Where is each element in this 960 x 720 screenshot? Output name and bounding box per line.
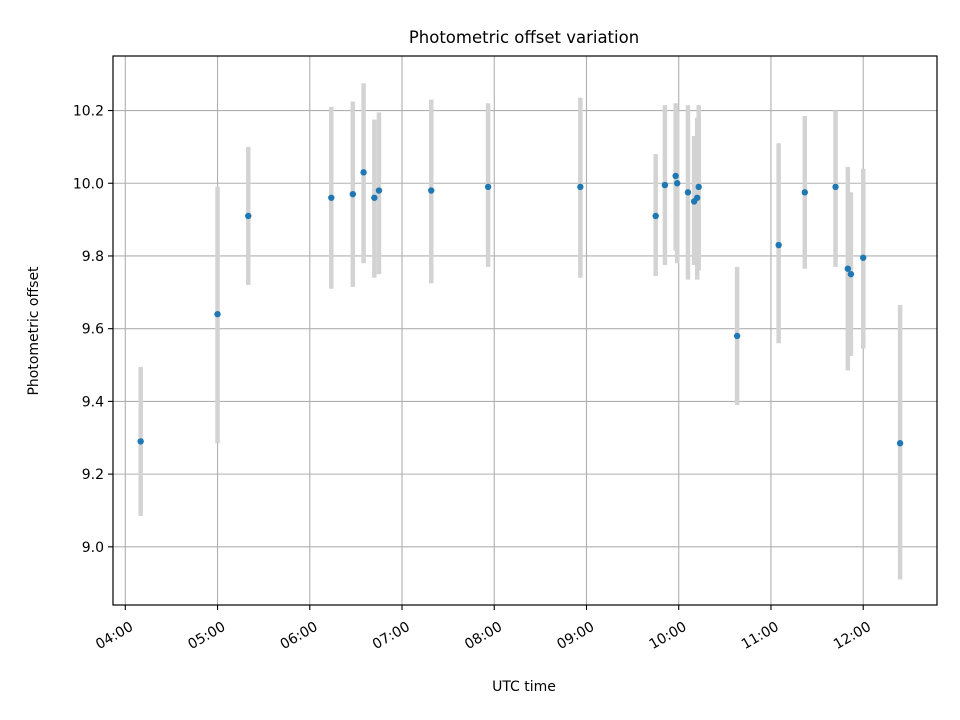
y-tick-label: 9.2	[82, 467, 104, 483]
y-axis-label: Photometric offset	[26, 266, 42, 396]
data-point	[245, 212, 252, 220]
data-point	[684, 189, 692, 196]
plot-frame	[112, 55, 938, 606]
data-point	[695, 183, 702, 191]
x-tick-label: 09:00	[554, 619, 597, 653]
data-point	[832, 183, 839, 191]
data-point	[847, 270, 855, 278]
y-tick-label: 9.4	[82, 394, 104, 410]
data-point	[801, 189, 808, 196]
data-point	[661, 181, 669, 189]
y-tick-label: 9.8	[82, 249, 104, 265]
data-point	[328, 194, 335, 201]
y-tick-label: 9.6	[82, 322, 104, 338]
data-point	[428, 187, 435, 194]
x-tick-label: 05:00	[185, 619, 228, 653]
x-tick-label: 04:00	[93, 619, 136, 653]
x-tick-label: 06:00	[278, 619, 321, 653]
y-tick-label: 9.0	[82, 540, 104, 556]
data-point	[349, 190, 357, 198]
y-tick-label: 10.0	[73, 176, 104, 192]
data-point	[360, 169, 367, 176]
data-point	[775, 241, 782, 249]
x-tick-label: 07:00	[370, 619, 413, 653]
error-bars	[138, 83, 903, 580]
data-point	[733, 332, 741, 340]
data-point	[484, 183, 492, 191]
data-point	[896, 440, 904, 447]
data-point	[652, 212, 659, 220]
data-point	[860, 254, 867, 261]
x-tick-label: 10:00	[647, 619, 690, 653]
x-tick-label: 12:00	[831, 619, 874, 653]
x-tick-label: 11:00	[739, 619, 782, 653]
data-point	[673, 180, 681, 187]
grid	[113, 56, 937, 605]
data-point	[577, 183, 584, 191]
data-point	[375, 187, 383, 194]
data-points	[137, 169, 904, 447]
data-point	[137, 438, 144, 445]
data-point	[672, 172, 679, 180]
y-tick-label: 10.2	[73, 104, 104, 120]
data-point	[844, 265, 852, 272]
x-tick-label: 08:00	[462, 619, 505, 653]
data-point	[214, 310, 221, 318]
x-axis-label: UTC time	[492, 679, 556, 695]
chart-title: Photometric offset variation	[409, 28, 639, 47]
data-point	[371, 194, 378, 201]
data-point	[693, 194, 701, 201]
y-axis-ticks: 9.0 9.2 9.4 9.6 9.8 10.0 10.2	[73, 104, 113, 556]
x-axis-ticks: 04:00 05:00 06:00 07:00 08:00 09:00 10:00 11:00…	[93, 605, 874, 653]
